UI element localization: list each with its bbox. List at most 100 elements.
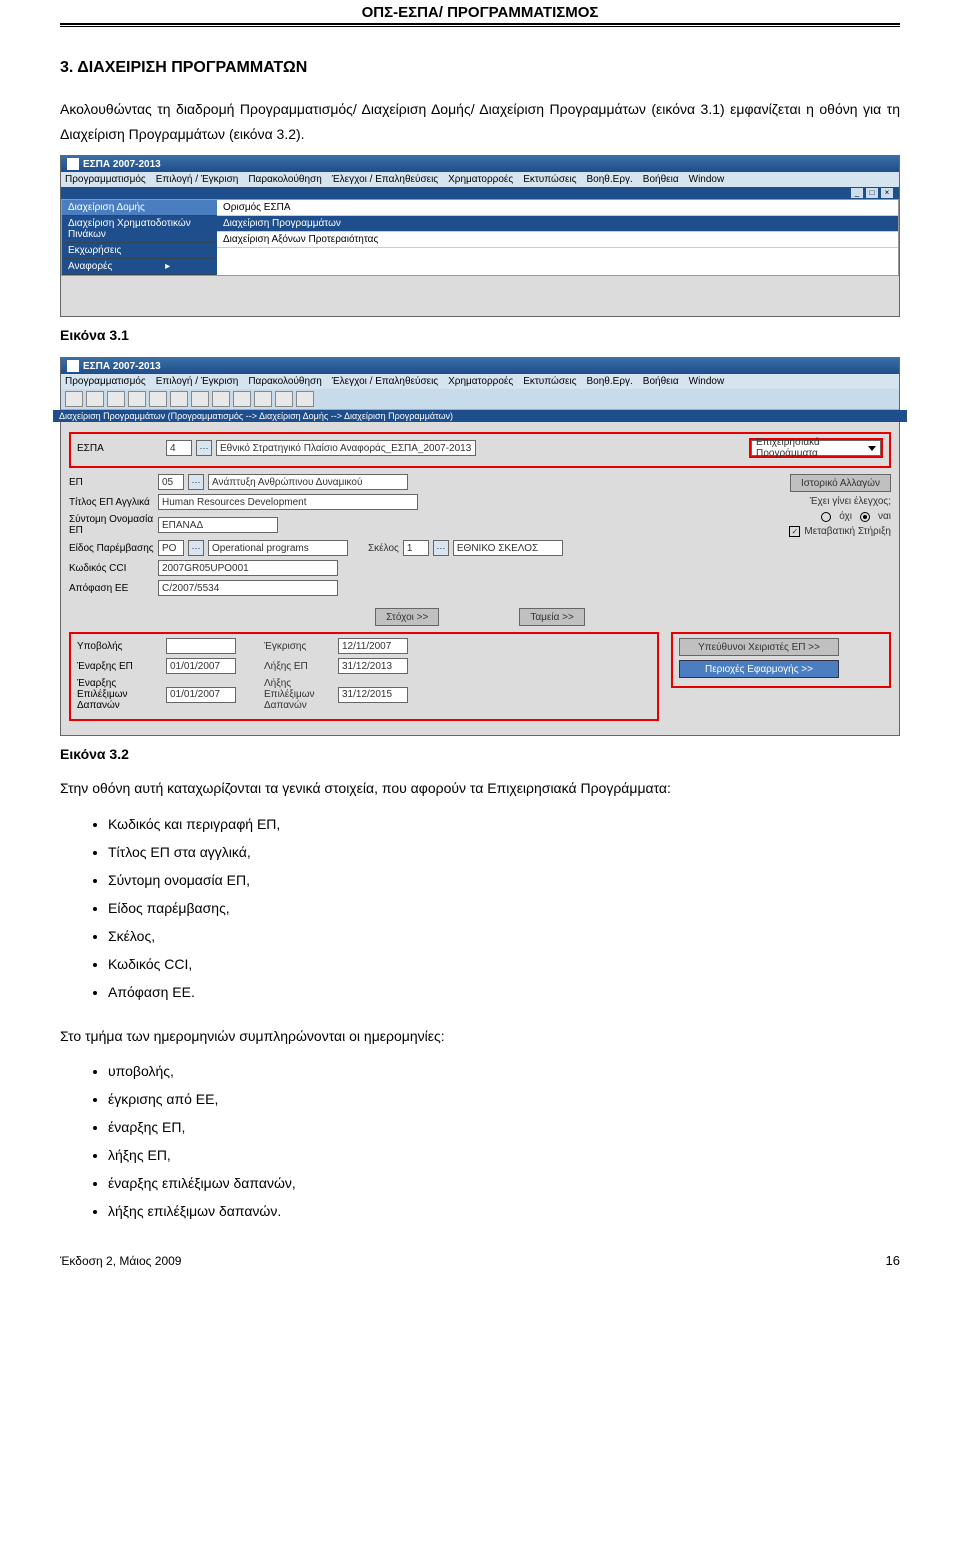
window-controls[interactable]: _□× [851,188,893,198]
radio-nai[interactable] [860,512,870,522]
field-espa-code[interactable]: 4 [166,440,192,456]
label-skelos: Σκέλος [368,543,399,554]
field-enarxis-epilex[interactable]: 01/01/2007 [166,687,236,703]
menu-item[interactable]: Βοηθ.Εργ. [587,376,633,387]
submenu-item[interactable]: Διαχείριση Αξόνων Προτεραιότητας [217,232,898,248]
menu-item[interactable]: Προγραμματισμός [65,174,146,185]
list-item: λήξης ΕΠ, [108,1141,900,1169]
combo-program-type[interactable]: Επιχειρησιακά Προγράμματα [749,438,883,458]
menu-item[interactable]: Βοήθεια [643,174,679,185]
menu-item[interactable]: Έλεγχοι / Επαληθεύσεις [332,174,438,185]
intro-paragraph: Ακολουθώντας τη διαδρομή Προγραμματισμός… [60,97,900,147]
menu-item[interactable]: Χρηματορροές [448,174,513,185]
list-item: Τίτλος ΕΠ στα αγγλικά, [108,838,900,866]
toolbar-button[interactable] [254,391,272,407]
label-enarxis-ep: Έναρξης ΕΠ [77,661,162,672]
history-button[interactable]: Ιστορικό Αλλαγών [790,474,891,492]
label-cci: Κωδικός CCI [69,563,154,574]
list-item: Σκέλος, [108,922,900,950]
list-item: υποβολής, [108,1057,900,1085]
submenu-item[interactable]: Διαχείριση Προγραμμάτων [217,216,898,232]
titlebar-text: ΕΣΠΑ 2007-2013 [83,361,161,372]
submenu-item[interactable]: Ορισμός ΕΣΠΑ [217,200,898,216]
menu-item[interactable]: Window [689,376,725,387]
label-oxi: όχι [839,511,852,522]
app-icon [67,360,79,372]
menu-item[interactable]: Παρακολούθηση [248,174,321,185]
toolbar-button[interactable] [149,391,167,407]
menu-item[interactable]: Εκτυπώσεις [523,174,576,185]
menu-item[interactable]: Window [689,174,725,185]
field-skelos-code[interactable]: 1 [403,540,429,556]
menubar[interactable]: Προγραμματισμός Επιλογή / Έγκριση Παρακο… [61,172,899,187]
stoxoi-button[interactable]: Στόχοι >> [375,608,439,626]
radio-oxi[interactable] [821,512,831,522]
menu-item[interactable]: Βοηθ.Εργ. [587,174,633,185]
field-ep-text[interactable]: Ανάπτυξη Ανθρώπινου Δυναμικού [208,474,408,490]
menu-item[interactable]: Χρηματορροές [448,376,513,387]
toolbar-button[interactable] [212,391,230,407]
list-item: έγκρισης από ΕΕ, [108,1085,900,1113]
toolbar-button[interactable] [128,391,146,407]
label-metav: Μεταβατική Στήριξη [804,526,891,537]
field-paremvasi-text[interactable]: Operational programs [208,540,348,556]
ypefth-button[interactable]: Υπεύθυνοι Χειριστές ΕΠ >> [679,638,839,656]
footer-edition: Έκδοση 2, Μάιος 2009 [60,1254,181,1268]
page-header: ΟΠΣ-ΕΣΠΑ/ ΠΡΟΓΡΑΜΜΑΤΙΣΜΟΣ [60,0,900,31]
lookup-icon[interactable]: ⋯ [433,540,449,556]
toolbar-button[interactable] [86,391,104,407]
label-espa: ΕΣΠΑ [77,443,162,454]
toolbar-button[interactable] [296,391,314,407]
child-window-titlebar: _□× [61,187,899,199]
field-lixis-ep[interactable]: 31/12/2013 [338,658,408,674]
field-skelos-text[interactable]: ΕΘΝΙΚΟ ΣΚΕΛΟΣ [453,540,563,556]
menu-item[interactable]: Επιλογή / Έγκριση [156,174,239,185]
field-shortname[interactable]: ΕΠΑΝΑΔ [158,517,278,533]
lookup-icon[interactable]: ⋯ [188,474,204,490]
submenu-left[interactable]: Διαχείριση Δομής Διαχείριση Χρηματοδοτικ… [62,200,217,275]
toolbar-button[interactable] [65,391,83,407]
tameia-button[interactable]: Ταμεία >> [519,608,584,626]
toolbar-button[interactable] [191,391,209,407]
checkbox-metav[interactable]: ✓ [789,526,800,537]
field-ypovolis[interactable] [166,638,236,654]
toolbar-button[interactable] [170,391,188,407]
label-title-en: Τίτλος ΕΠ Αγγλικά [69,497,154,508]
list-item: Απόφαση ΕΕ. [108,978,900,1006]
list-item: έναρξης ΕΠ, [108,1113,900,1141]
submenu-item[interactable]: Διαχείριση Χρηματοδοτικών Πινάκων [62,216,217,243]
menu-item[interactable]: Εκτυπώσεις [523,376,576,387]
menu-item[interactable]: Προγραμματισμός [65,376,146,387]
toolbar-button[interactable] [233,391,251,407]
lookup-icon[interactable]: ⋯ [188,540,204,556]
list-item: Σύντομη ονομασία ΕΠ, [108,866,900,894]
field-ep-code[interactable]: 05 [158,474,184,490]
menu-item[interactable]: Παρακολούθηση [248,376,321,387]
menu-item[interactable]: Έλεγχοι / Επαληθεύσεις [332,376,438,387]
page-footer: Έκδοση 2, Μάιος 2009 16 [60,1253,900,1268]
field-cci[interactable]: 2007GR05UPO001 [158,560,338,576]
list-item: Κωδικός CCI, [108,950,900,978]
list-item: Είδος παρέμβασης, [108,894,900,922]
submenu-item[interactable]: Διαχείριση Δομής [62,200,217,216]
field-enarxis-ep[interactable]: 01/01/2007 [166,658,236,674]
field-espa-text[interactable]: Εθνικό Στρατηγικό Πλαίσιο Αναφοράς_ΕΣΠΑ_… [216,440,476,456]
submenu-right[interactable]: Ορισμός ΕΣΠΑ Διαχείριση Προγραμμάτων Δια… [217,200,898,275]
field-paremvasi-code[interactable]: PO [158,540,184,556]
field-apofasi[interactable]: C/2007/5534 [158,580,338,596]
perioxes-button[interactable]: Περιοχές Εφαρμογής >> [679,660,839,678]
submenu-item[interactable]: Εκχωρήσεις [62,243,217,259]
menu-item[interactable]: Επιλογή / Έγκριση [156,376,239,387]
menubar[interactable]: Προγραμματισμός Επιλογή / Έγκριση Παρακο… [61,374,899,389]
toolbar-button[interactable] [107,391,125,407]
lookup-icon[interactable]: ⋯ [196,440,212,456]
list-genika-stoixeia: Κωδικός και περιγραφή ΕΠ, Τίτλος ΕΠ στα … [108,810,900,1006]
submenu-item[interactable]: Αναφορές ▸ [62,259,217,275]
field-title-en[interactable]: Human Resources Development [158,494,418,510]
header-title: ΟΠΣ-ΕΣΠΑ/ ΠΡΟΓΡΑΜΜΑΤΙΣΜΟΣ [362,4,599,21]
menu-item[interactable]: Βοήθεια [643,376,679,387]
toolbar[interactable] [61,389,899,410]
field-egkrisis[interactable]: 12/11/2007 [338,638,408,654]
field-lixis-epilex[interactable]: 31/12/2015 [338,687,408,703]
toolbar-button[interactable] [275,391,293,407]
